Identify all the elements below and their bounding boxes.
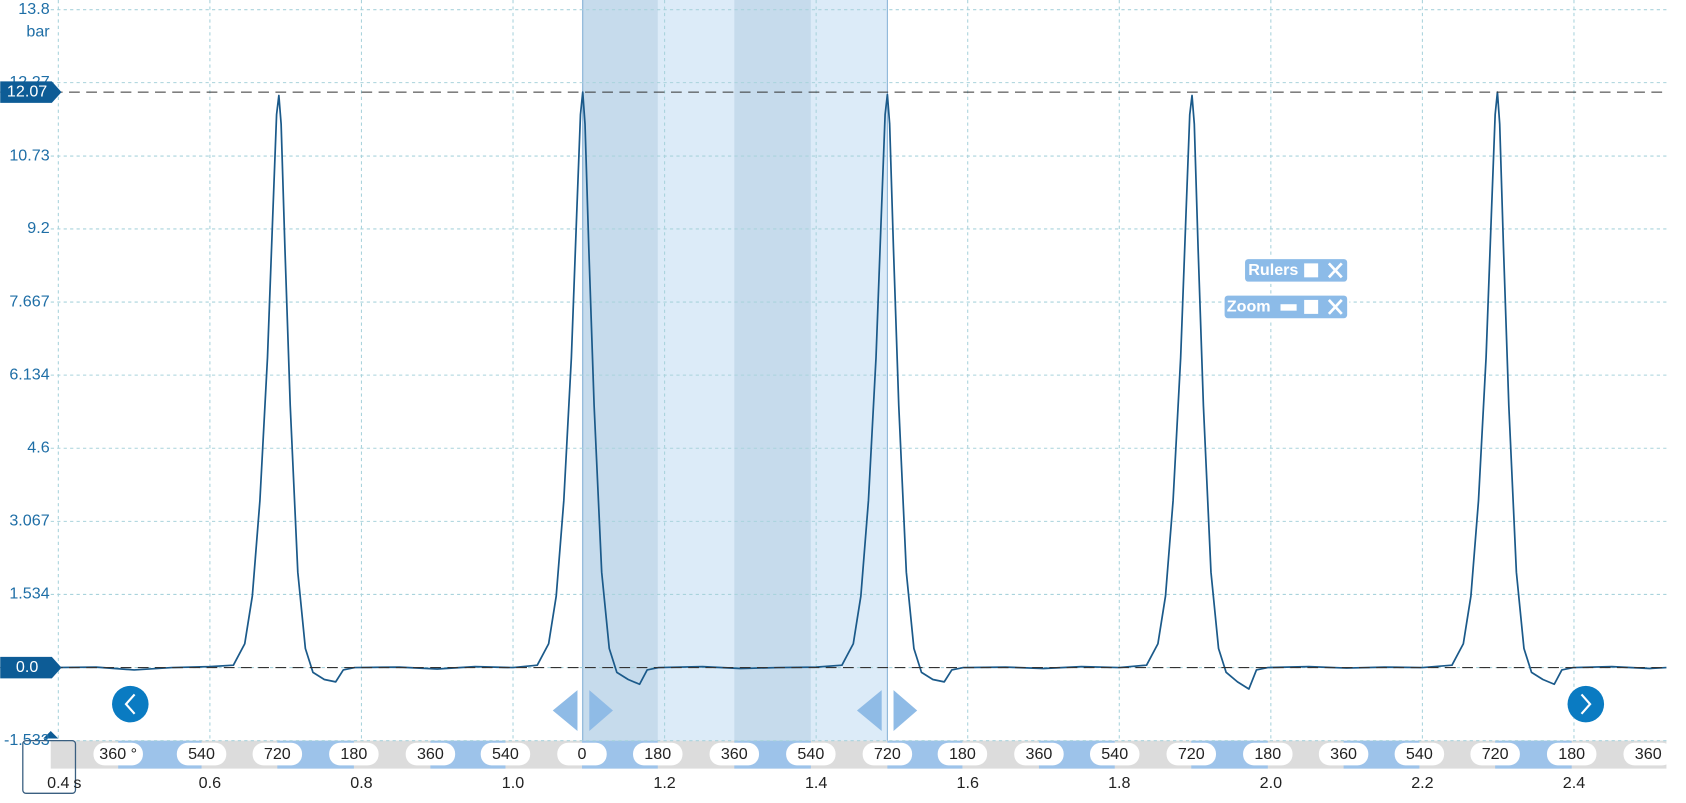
angle-tick-label: 540 xyxy=(797,745,824,763)
x-tick-label: 1.0 xyxy=(502,774,524,792)
y-tick-label: 10.73 xyxy=(9,146,49,164)
x-unit: s xyxy=(73,774,81,792)
angle-tick-label: 720 xyxy=(1482,745,1509,763)
y-tick-label: 7.667 xyxy=(9,292,49,310)
angle-tick-label: 360 xyxy=(1330,745,1357,763)
ruler-handle-left[interactable] xyxy=(552,690,578,731)
angle-tick-pill xyxy=(1090,742,1140,766)
x-tick-label: 1.8 xyxy=(1108,774,1130,792)
marker-tag[interactable] xyxy=(0,81,62,103)
angle-tick-pill xyxy=(1623,742,1673,766)
angle-tick-pill xyxy=(176,742,227,766)
angle-tick-pill xyxy=(93,742,143,766)
angle-tick-label: 180 xyxy=(949,745,976,763)
origin-marker xyxy=(43,730,59,739)
angle-tick-label: 540 xyxy=(1406,745,1433,763)
angle-tick-label: 540 xyxy=(492,745,519,763)
angle-tick-pill xyxy=(633,742,683,766)
angle-tick-label: 360 xyxy=(417,745,444,763)
angle-tick-label: 360 xyxy=(1635,745,1662,763)
ruler-handle-right[interactable] xyxy=(589,690,613,731)
y-tick-label: 9.2 xyxy=(27,219,49,237)
rulers-widget[interactable]: Rulers xyxy=(1242,256,1350,284)
ruler-cycle-band xyxy=(734,0,811,741)
origin-box[interactable] xyxy=(22,740,77,794)
angle-tick-pill xyxy=(862,742,913,766)
angle-tick-label: 540 xyxy=(1101,745,1128,763)
ruler-handle-right[interactable] xyxy=(893,690,918,731)
angle-tick-pill xyxy=(709,742,760,766)
angle-tick-label: 180 xyxy=(644,745,671,763)
x-tick-label: 1.4 xyxy=(805,774,827,792)
y-tick-label: 6.134 xyxy=(9,365,49,383)
angle-tick-pill xyxy=(557,742,607,766)
y-tick-label: 3.067 xyxy=(9,512,49,530)
angle-tick-label: 180 xyxy=(1254,745,1281,763)
angle-tick-pill xyxy=(1318,742,1369,766)
angle-tick-label: 0 xyxy=(577,745,586,763)
angle-tick-label: 720 xyxy=(264,745,291,763)
trace-layer xyxy=(50,91,1667,690)
x-tick-label: 2.0 xyxy=(1260,774,1282,792)
x-tick-label: 0.4 xyxy=(47,774,69,792)
angle-tick-pill xyxy=(405,742,456,766)
marker-label: 0.0 xyxy=(16,658,38,676)
grid-layer xyxy=(50,0,1667,742)
x-tick-label: 1.6 xyxy=(957,774,979,792)
ruler-cycle-band xyxy=(581,0,658,741)
angle-tick-label: 360 ° xyxy=(99,745,137,763)
angle-tick-label: 540 xyxy=(188,745,215,763)
angle-tick-pill xyxy=(786,742,836,766)
angle-tick-label: 360 xyxy=(1026,745,1053,763)
y-unit: bar xyxy=(26,23,50,41)
trace-line xyxy=(50,91,1667,690)
x-tick-label: 1.2 xyxy=(653,774,675,792)
y-tick-label: -1.533 xyxy=(4,731,50,749)
angle-tick-pill xyxy=(1394,742,1445,766)
scroll-left-button[interactable] xyxy=(112,685,149,723)
angle-tick-label: 360 xyxy=(721,745,748,763)
angle-tick-pill xyxy=(1014,742,1064,766)
x-tick-label: 0.8 xyxy=(350,774,372,792)
angle-tick-label: 720 xyxy=(1178,745,1205,763)
angle-tick-label: 180 xyxy=(340,745,367,763)
widget-label: Zoom xyxy=(1227,298,1271,316)
angle-tick-pill xyxy=(1546,742,1597,766)
angle-tick-pill xyxy=(252,742,303,766)
y-tick-label: 13.8 xyxy=(18,0,49,18)
angle-tick-pill xyxy=(329,742,379,766)
angle-tick-label: 720 xyxy=(874,745,901,763)
y-tick-label: 1.534 xyxy=(9,585,49,603)
x-tick-label: 2.2 xyxy=(1411,774,1433,792)
marker-tag[interactable] xyxy=(0,656,62,679)
marker-label: 12.07 xyxy=(7,82,47,100)
ruler-handle-left[interactable] xyxy=(856,690,882,731)
y-tick-label: 4.6 xyxy=(27,439,49,457)
x-tick-label: 0.6 xyxy=(199,774,221,792)
angle-tick-label: 180 xyxy=(1558,745,1585,763)
angle-tick-pill xyxy=(1470,742,1520,766)
widget-label: Rulers xyxy=(1248,261,1298,279)
angle-tick-pill xyxy=(937,742,988,766)
x-tick-label: 2.4 xyxy=(1563,774,1585,792)
angle-tick-pill xyxy=(480,742,531,766)
scroll-right-button[interactable] xyxy=(1567,685,1605,723)
angle-tick-pill xyxy=(1243,742,1293,766)
zoom-widget[interactable]: Zoom xyxy=(1222,293,1350,321)
angle-tick-pill xyxy=(1166,742,1216,766)
